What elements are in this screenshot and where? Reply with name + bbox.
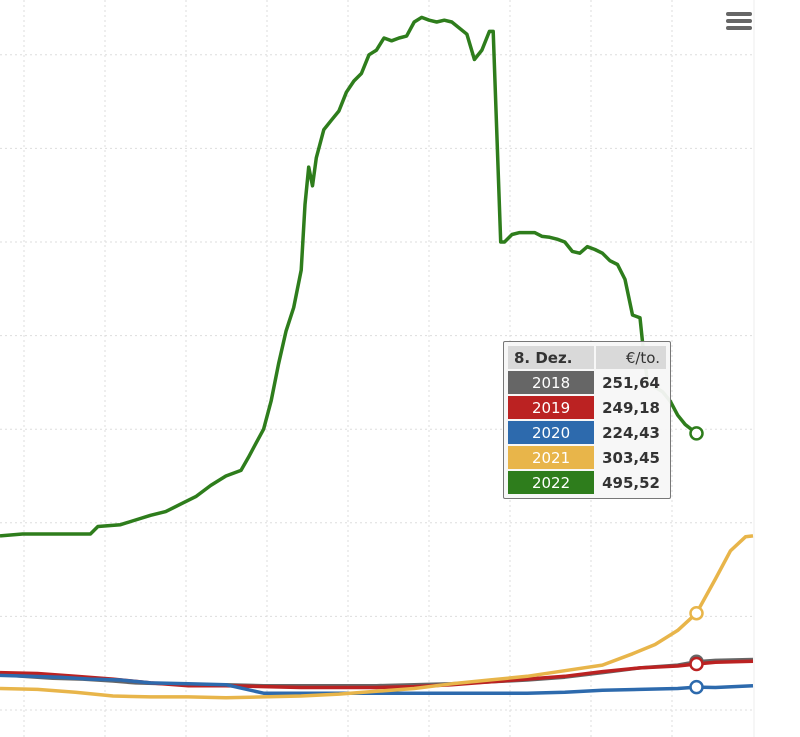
- tooltip-date: 8. Dez.: [508, 346, 595, 369]
- series-line-2020: [0, 673, 754, 695]
- tooltip-value-2022: 495,52: [602, 473, 660, 492]
- hover-marker-2021: [689, 605, 704, 621]
- tooltip-value-2020: 224,43: [602, 423, 660, 442]
- tooltip-row: 2022 495,52: [508, 471, 666, 494]
- tooltip-year-2022: 2022: [508, 471, 595, 494]
- tooltip-row: 2019 249,18: [508, 396, 666, 419]
- tooltip-row: 2021 303,45: [508, 446, 666, 469]
- hover-markers: [689, 426, 704, 695]
- tooltip-unit: €/to.: [596, 346, 666, 369]
- chart-menu-button[interactable]: [726, 12, 752, 34]
- hover-marker-2020: [689, 679, 704, 695]
- tooltip-table: 8. Dez. €/to. 2018 251,64 2019 249,18 20…: [506, 344, 668, 496]
- series-line-2019: [0, 659, 754, 690]
- tooltip-row: 2020 224,43: [508, 421, 666, 444]
- hover-marker-2019: [689, 656, 704, 672]
- tooltip-year-2021: 2021: [508, 446, 595, 469]
- tooltip-value-2021: 303,45: [602, 448, 660, 467]
- grid-lines: [0, 0, 755, 737]
- tooltip-header: 8. Dez. €/to.: [508, 346, 666, 369]
- hover-marker-2022: [689, 426, 704, 441]
- series-line-2022: [0, 15, 698, 538]
- tooltip-year-2019: 2019: [508, 396, 595, 419]
- series-line-2018: [0, 657, 754, 688]
- tooltip-year-2020: 2020: [508, 421, 595, 444]
- tooltip-row: 2018 251,64: [508, 371, 666, 394]
- tooltip-value-2018: 251,64: [602, 373, 660, 392]
- chart-tooltip: 8. Dez. €/to. 2018 251,64 2019 249,18 20…: [503, 341, 671, 499]
- tooltip-year-2018: 2018: [508, 371, 595, 394]
- hamburger-menu-icon: [726, 12, 752, 16]
- tooltip-value-2019: 249,18: [602, 398, 660, 417]
